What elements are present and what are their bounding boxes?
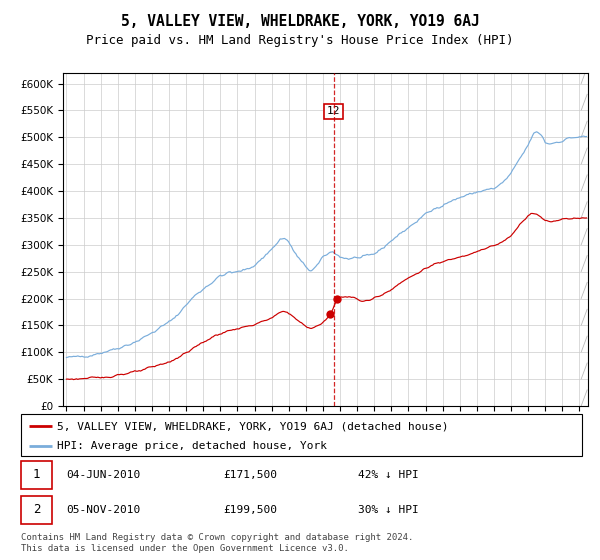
- Text: 5, VALLEY VIEW, WHELDRAKE, YORK, YO19 6AJ (detached house): 5, VALLEY VIEW, WHELDRAKE, YORK, YO19 6A…: [58, 421, 449, 431]
- Text: 5, VALLEY VIEW, WHELDRAKE, YORK, YO19 6AJ: 5, VALLEY VIEW, WHELDRAKE, YORK, YO19 6A…: [121, 14, 479, 29]
- Text: £199,500: £199,500: [223, 505, 277, 515]
- Text: £171,500: £171,500: [223, 470, 277, 479]
- Text: Price paid vs. HM Land Registry's House Price Index (HPI): Price paid vs. HM Land Registry's House …: [86, 34, 514, 46]
- Text: Contains HM Land Registry data © Crown copyright and database right 2024.
This d: Contains HM Land Registry data © Crown c…: [21, 533, 413, 553]
- Text: 42% ↓ HPI: 42% ↓ HPI: [358, 470, 418, 479]
- Text: 30% ↓ HPI: 30% ↓ HPI: [358, 505, 418, 515]
- Bar: [21, 460, 52, 488]
- Text: 1: 1: [32, 468, 40, 481]
- Text: HPI: Average price, detached house, York: HPI: Average price, detached house, York: [58, 441, 328, 451]
- Text: 04-JUN-2010: 04-JUN-2010: [66, 470, 140, 479]
- Text: 2: 2: [32, 503, 40, 516]
- Bar: [21, 496, 52, 524]
- Text: 12: 12: [327, 106, 340, 116]
- Text: 05-NOV-2010: 05-NOV-2010: [66, 505, 140, 515]
